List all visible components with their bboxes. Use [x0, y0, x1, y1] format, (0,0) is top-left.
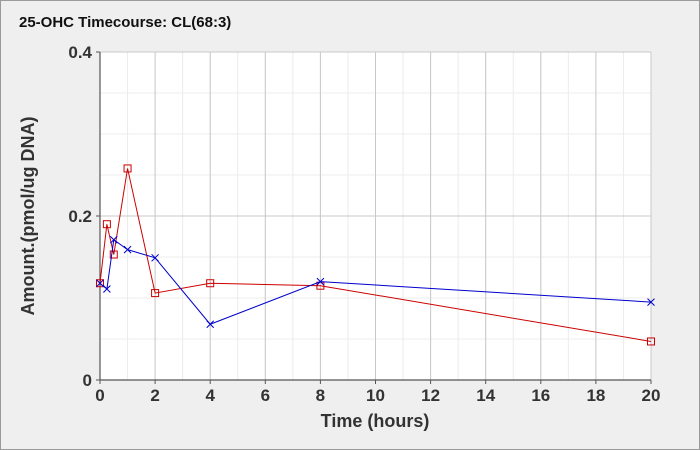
axis-layer: 0 2 4 6 8 10 12 14 16 18 20 0 0.2 0.4 [68, 43, 660, 405]
x-tick-label: 8 [316, 386, 325, 405]
series-2-point [206, 320, 215, 329]
series-2-point [151, 253, 159, 262]
y-tick-label: 0.2 [68, 207, 92, 226]
x-tick-label: 18 [586, 386, 605, 405]
chart-title: 25-OHC Timecourse: CL(68:3) [19, 14, 231, 31]
series-1-point [206, 279, 215, 288]
series-1-point [96, 279, 104, 288]
x-tick-label: 10 [366, 386, 385, 405]
series-2-point [316, 277, 325, 286]
x-tick-label: 2 [150, 386, 159, 405]
series-2-point [123, 245, 132, 254]
series-1-point [123, 164, 132, 173]
series-2-point [96, 279, 104, 288]
x-tick-label: 4 [205, 386, 215, 405]
series-2-point [109, 235, 118, 244]
y-axis-label: Amount.(pmol/ug DNA) [18, 117, 38, 316]
y-tick-label: 0 [83, 371, 92, 390]
x-tick-label: 16 [531, 386, 550, 405]
series-2-line [99, 238, 652, 325]
series-2-point [647, 298, 655, 306]
x-axis-label: Time (hours) [321, 411, 430, 431]
series-1-point [102, 220, 111, 229]
series-layer [96, 164, 655, 346]
series-1-point [151, 289, 160, 298]
x-tick-label: 6 [261, 386, 270, 405]
series-1-line [99, 168, 652, 342]
series-1-point [647, 337, 655, 346]
x-tick-label: 14 [476, 386, 495, 405]
grid-layer [99, 51, 652, 381]
x-tick-label: 20 [642, 386, 661, 405]
y-tick-label: 0.4 [68, 43, 92, 62]
series-1-point [109, 250, 118, 259]
series-2-point [103, 285, 111, 293]
x-tick-label: 12 [421, 386, 440, 405]
x-tick-label: 0 [95, 386, 104, 405]
